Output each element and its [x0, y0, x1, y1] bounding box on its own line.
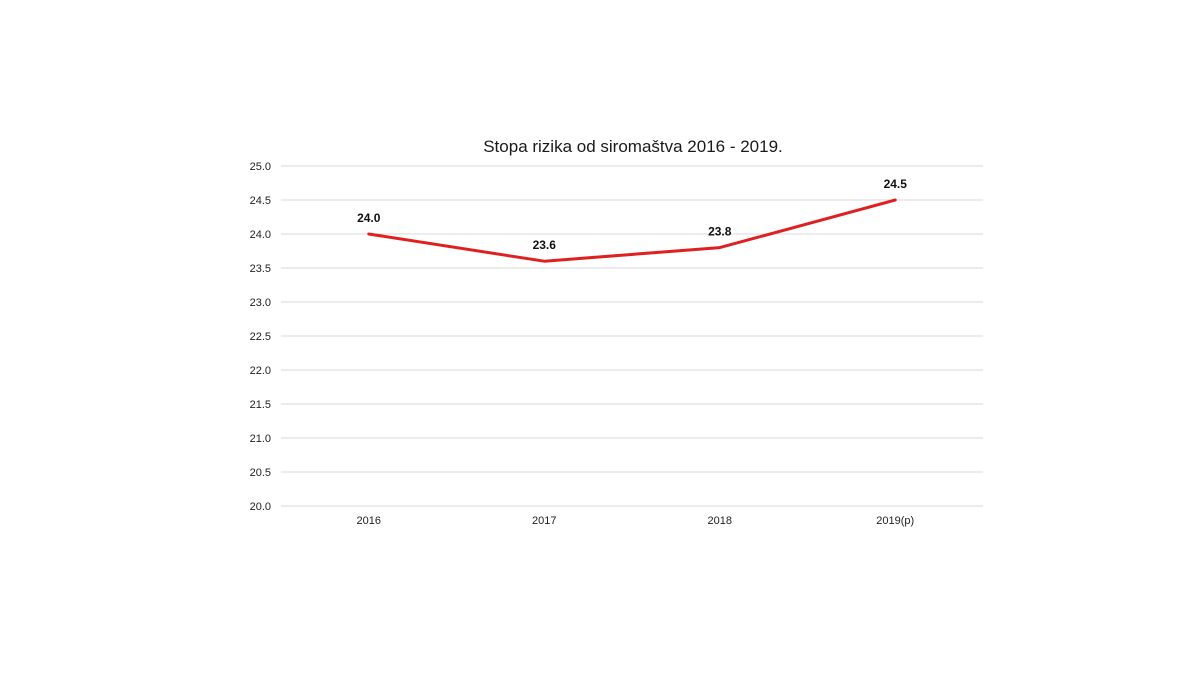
data-label: 24.5 — [884, 177, 908, 191]
series-layer — [367, 198, 897, 263]
data-label: 24.0 — [357, 211, 381, 225]
data-label: 23.8 — [708, 225, 732, 239]
data-label: 23.6 — [533, 238, 557, 252]
y-tick-label: 20.5 — [250, 467, 271, 479]
y-tick-label: 23.0 — [250, 297, 271, 309]
gridlines — [281, 165, 983, 507]
y-tick-label: 25.0 — [250, 161, 271, 173]
y-tick-label: 22.0 — [250, 365, 271, 377]
chart-title: Stopa rizika od siromaštva 2016 - 2019. — [483, 137, 783, 156]
y-tick-label: 20.0 — [250, 501, 271, 513]
y-tick-label: 23.5 — [250, 263, 271, 275]
y-tick-label: 21.0 — [250, 433, 271, 445]
x-tick-label: 2017 — [532, 515, 556, 527]
x-tick-label: 2018 — [708, 515, 732, 527]
y-tick-label: 24.0 — [250, 229, 271, 241]
y-tick-label: 22.5 — [250, 331, 271, 343]
series-line — [367, 198, 897, 263]
y-axis-ticks: 20.0 20.5 21.0 21.5 22.0 22.5 23.0 23.5 24.0 24.5… — [250, 161, 271, 513]
x-tick-label: 2019(p) — [876, 515, 914, 527]
y-tick-label: 24.5 — [250, 195, 271, 207]
y-tick-label: 21.5 — [250, 399, 271, 411]
data-labels: 24.0 23.6 23.8 24.5 — [357, 177, 907, 252]
x-tick-label: 2016 — [357, 515, 381, 527]
x-axis-ticks: 2016 2017 2018 2019(p) — [357, 515, 915, 527]
